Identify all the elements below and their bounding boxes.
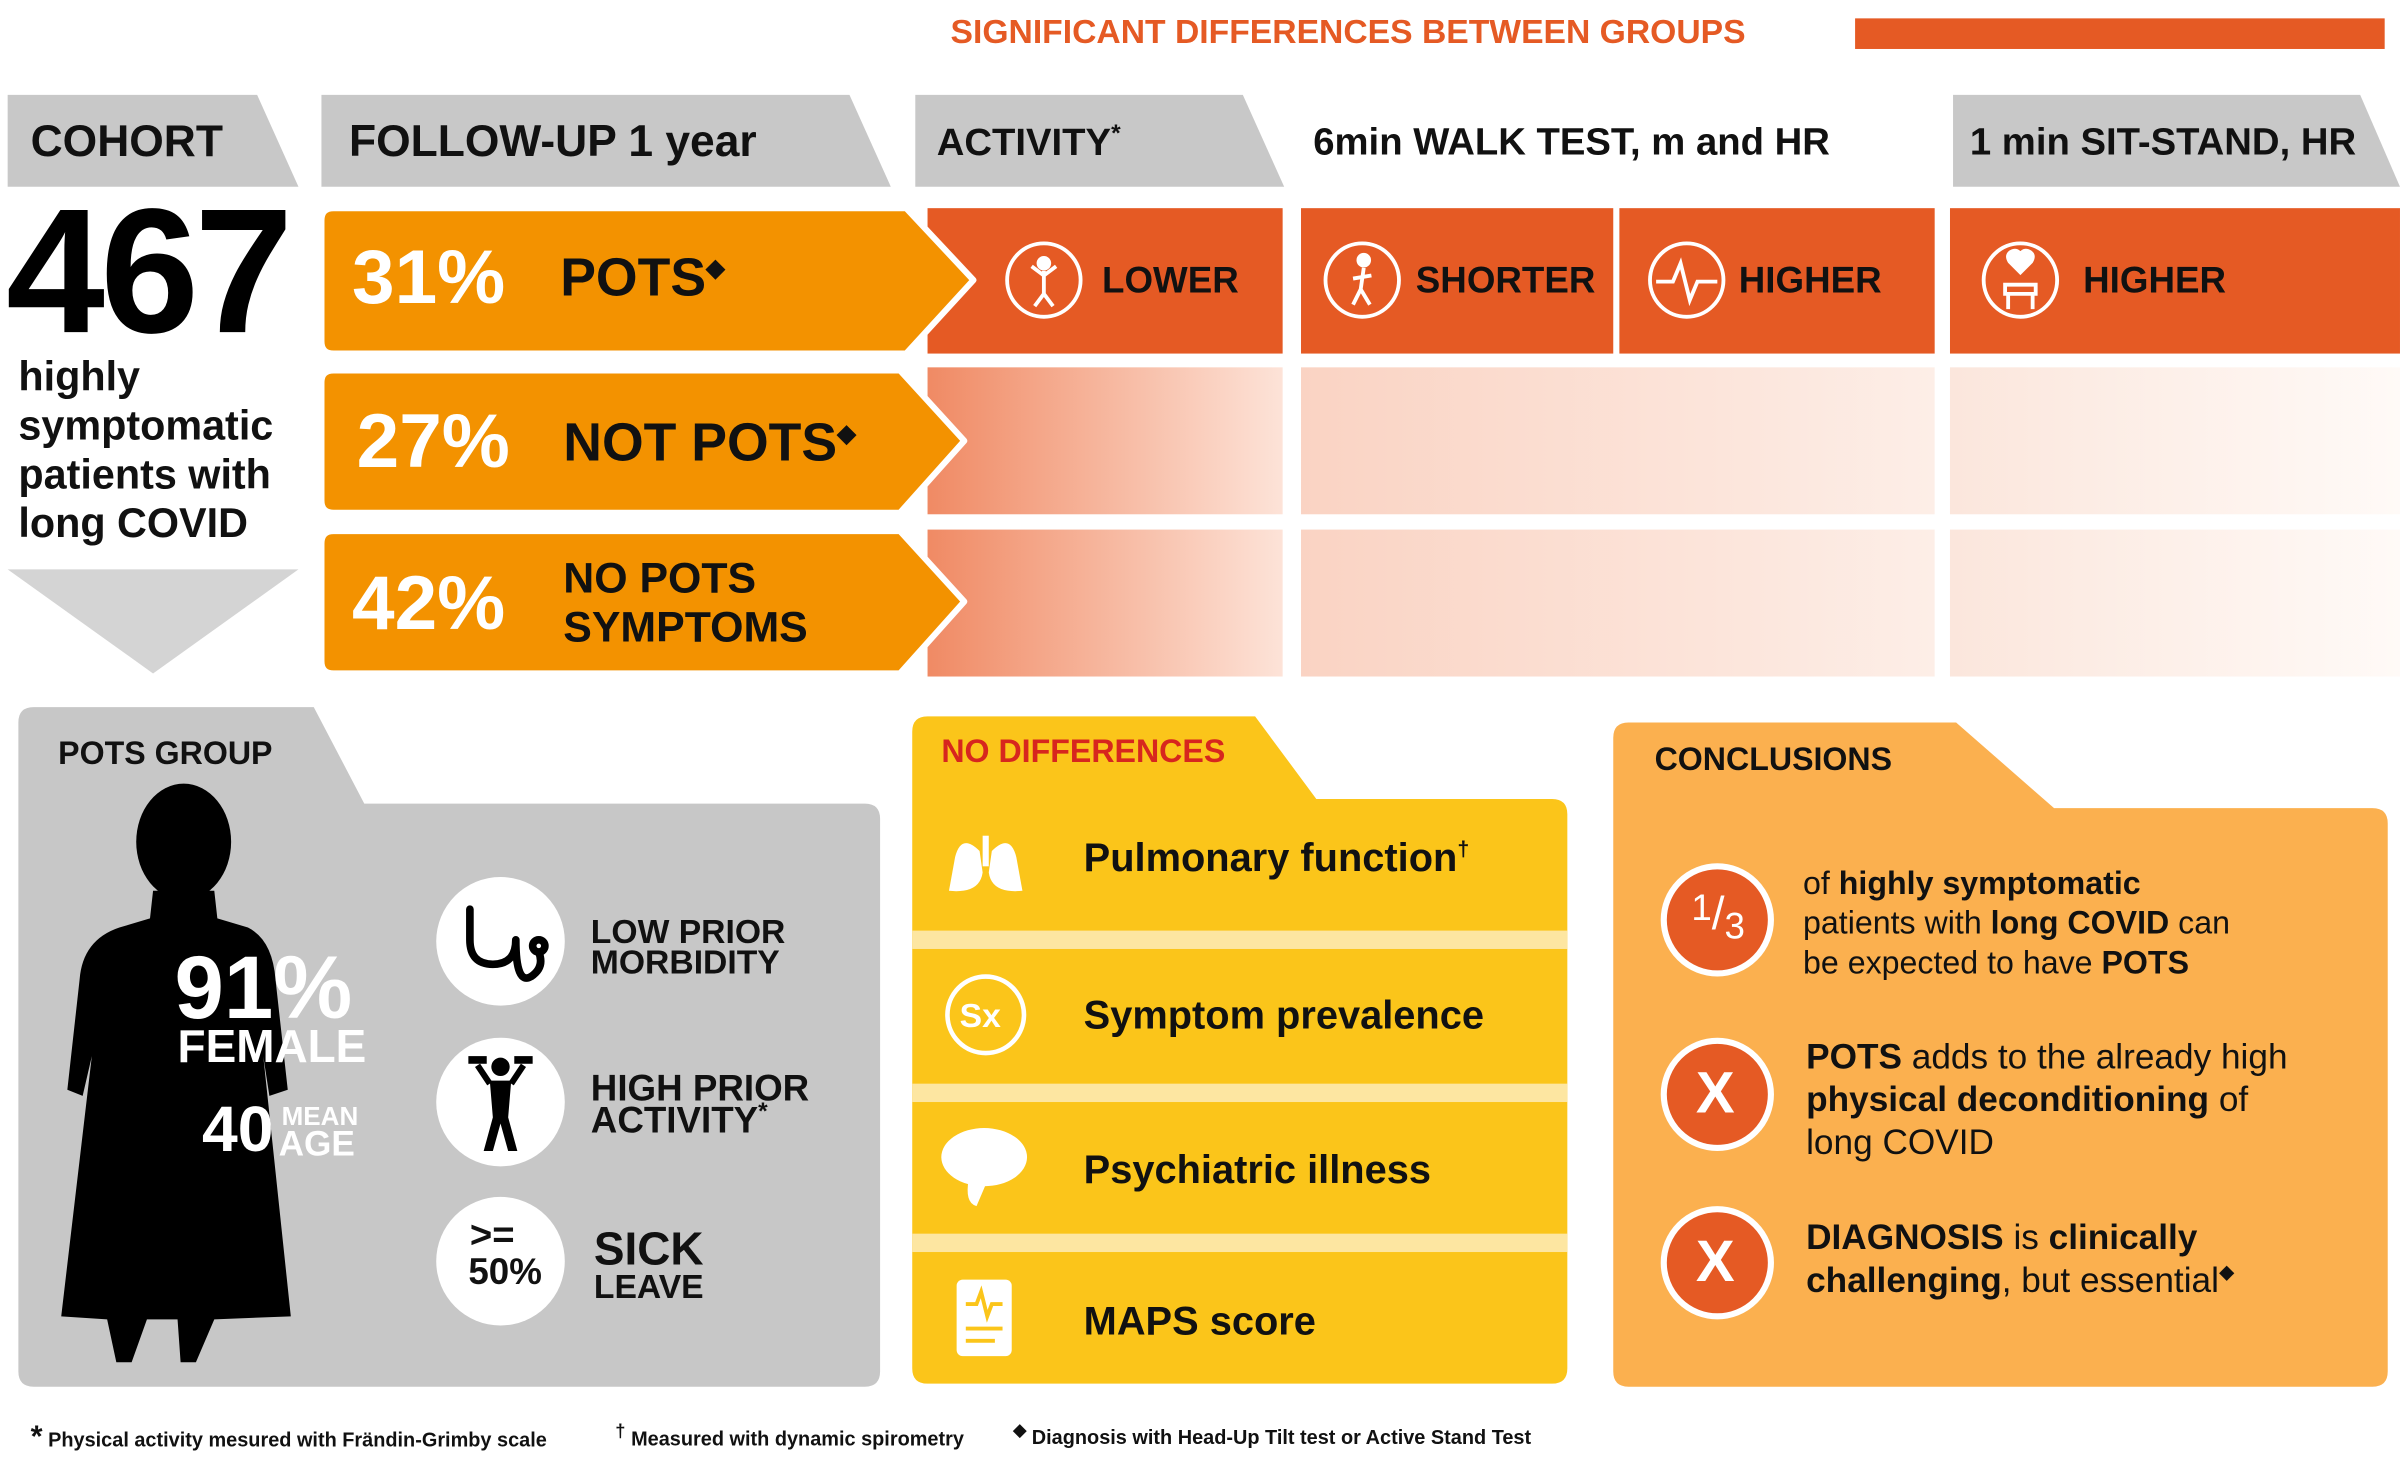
age-label-bottom: AGE [278,1123,355,1164]
conclusions-title: CONCLUSIONS [1654,742,1893,778]
activity-result-cell [927,208,1283,354]
significant-bar [1855,18,2385,49]
dumbbell-person-icon [468,1056,533,1152]
fraction-text: 1/3 [1691,887,1745,948]
group-arrow-pots [318,205,977,357]
exercise-icon [1005,241,1083,319]
conclusion-1-line-2: patients with long COVID can [1803,906,2231,942]
maps-score-label: MAPS score [1083,1297,1316,1344]
sitstand-tab [1953,94,2400,187]
x-badge-text-2: X [1695,1230,1735,1295]
cohort-label: COHORT [30,117,223,167]
document-pulse-icon [956,1279,1012,1357]
age-label-top: MEAN [281,1102,359,1132]
sitstand-result-cell [1949,208,2400,354]
sitstand-label: 1 min SIT-STAND, HR [1969,120,2357,164]
walk-hr-result: HIGHER [1738,260,1882,302]
chair-heart-icon [1981,241,2060,319]
female-percent: 91% [174,938,353,1038]
footnote-1: * Physical activity mesured with Frändin… [30,1420,547,1455]
female-label: FEMALE [177,1022,367,1073]
age-value: 40 [202,1092,274,1165]
walk-test-label: 6min WALK TEST, m and HR [1313,120,1830,164]
lungs-icon [948,835,1023,892]
followup-label: FOLLOW-UP 1 year [348,117,757,167]
pulmonary-function-label: Pulmonary function† [1083,834,1470,881]
followup-tab [321,94,891,187]
cohort-tab [7,94,299,187]
cohort-description-1: highly [18,353,141,400]
conclusion-3-line-1: DIAGNOSIS is clinically [1806,1216,2198,1257]
female-silhouette [61,783,291,1363]
walking-icon [1323,241,1401,319]
cohort-description-4: long COVID [18,500,248,547]
not-pots-percent: 27% [356,397,510,484]
sitstand-result: HIGHER [2083,260,2227,302]
cohort-description-2: symptomatic [18,402,274,449]
pots-label: POTS◆ [560,247,725,308]
sick-badge-top: >= [469,1213,515,1257]
morbidity-text-1: LOW PRIOR [590,912,786,951]
sick-text-1: SICK [593,1224,704,1275]
conclusion-2-line-3: long COVID [1806,1121,1994,1162]
sick-leave-badge [436,1196,565,1326]
activity-text-2: ACTIVITY* [590,1098,768,1142]
stethoscope-icon [466,905,549,982]
no-symptoms-percent: 42% [352,560,506,646]
no-differences-title: NO DIFFERENCES [941,734,1226,770]
no-symptoms-label-1: NO POTS [563,554,757,602]
group-arrow-no-symptoms [318,528,968,677]
group-arrow-not-pots [318,367,968,516]
not-pots-label: NOT POTS◆ [563,413,856,473]
footnote-2: † Measured with dynamic spirometry [615,1420,964,1450]
morbidity-text-2: MORBIDITY [590,942,780,982]
psychiatric-illness-label: Psychiatric illness [1083,1146,1431,1193]
fraction-badge [1660,863,1774,977]
conclusion-2-line-1: POTS adds to the already high [1806,1036,2288,1077]
conclusion-3-line-2: challenging, but essential◆ [1806,1259,2235,1300]
activity-result: LOWER [1102,260,1239,302]
sx-badge-text: Sx [959,996,1001,1035]
sick-text-2: LEAVE [593,1267,704,1306]
activity-tab [915,94,1285,187]
conclusions-panel [1613,722,2388,1387]
significant-title: SIGNIFICANT DIFFERENCES BETWEEN GROUPS [950,12,1746,51]
symptom-prevalence-label: Symptom prevalence [1083,991,1485,1038]
walk-m-result-cell [1301,208,1614,354]
cohort-down-arrow [7,569,299,674]
conclusion-1-line-3: be expected to have POTS [1803,945,2190,982]
pots-group-title: POTS GROUP [58,736,273,772]
x-badge-text-1: X [1695,1062,1735,1127]
sick-badge-bottom: 50% [468,1252,542,1294]
activity-label: ACTIVITY* [936,120,1121,165]
sx-icon [945,974,1027,1056]
pots-percent: 31% [352,234,506,320]
no-symptoms-label-2: SYMPTOMS [563,603,808,651]
conclusion-1-line-1: of highly symptomatic [1803,866,2141,902]
no-differences-panel [912,716,1568,1384]
x-badge-diagnosis [1660,1206,1774,1320]
x-badge-deconditioning [1660,1037,1774,1152]
heart-rate-icon [1648,241,1726,319]
footnote-3: ◆ Diagnosis with Head-Up Tilt test or Ac… [1013,1421,1532,1449]
cohort-description-3: patients with [18,451,271,498]
brain-icon [941,1128,1028,1207]
activity-text-1: HIGH PRIOR [590,1068,810,1110]
conclusion-2-line-2: physical deconditioning of [1806,1079,2249,1119]
walk-m-result: SHORTER [1415,260,1596,302]
cohort-count: 467 [6,171,293,371]
